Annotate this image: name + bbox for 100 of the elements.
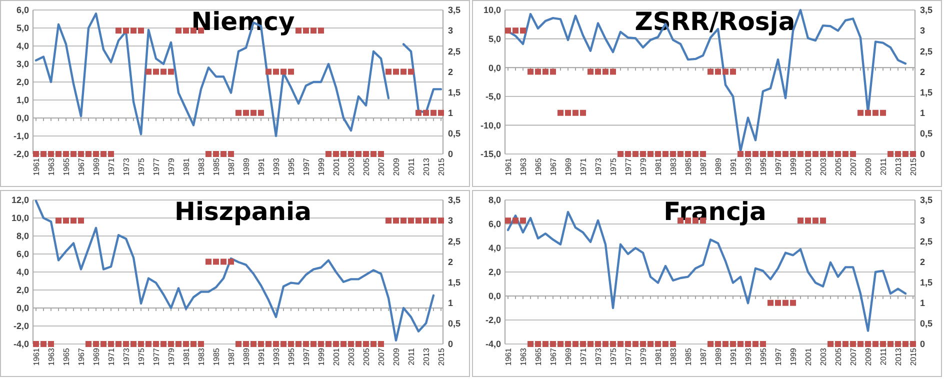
point — [198, 341, 204, 347]
y2-tick-label: 2,5 — [920, 46, 933, 56]
point — [56, 218, 62, 224]
x-tick-label: 1991 — [729, 347, 738, 366]
point — [512, 28, 518, 34]
point — [348, 151, 354, 157]
point — [280, 341, 286, 347]
point — [610, 68, 616, 75]
x-tick-label: 2003 — [819, 157, 828, 176]
line-series — [34, 200, 435, 342]
y-tick-label: 6,0 — [488, 219, 501, 230]
x-tick-label: 1989 — [242, 347, 251, 366]
point — [595, 68, 601, 75]
x-tick-label: 1963 — [519, 347, 528, 366]
y2-tick-label: 0 — [448, 339, 454, 350]
x-tick-label: 2011 — [407, 157, 416, 176]
x-tick-label: 2007 — [377, 347, 386, 366]
x-tick-label: 1973 — [122, 347, 131, 366]
point — [168, 68, 174, 75]
point — [363, 151, 369, 157]
point — [356, 341, 362, 347]
point — [752, 151, 758, 157]
point — [835, 151, 841, 157]
point — [220, 151, 226, 157]
point — [745, 341, 751, 347]
point — [78, 151, 84, 157]
point — [888, 151, 894, 157]
x-tick-label: 1985 — [684, 347, 693, 366]
y-tick-label: 4,0 — [16, 267, 29, 278]
point — [86, 341, 92, 347]
point — [416, 110, 422, 116]
point — [63, 151, 69, 157]
y2-tick-label: 2,5 — [920, 236, 933, 246]
x-tick-label: 1987 — [227, 347, 236, 366]
point — [610, 341, 616, 347]
x-tick-label: 2013 — [422, 157, 431, 176]
x-tick-label: 1993 — [744, 157, 753, 176]
point — [520, 28, 526, 34]
x-tick-label: 2015 — [437, 157, 446, 176]
x-tick-label: 1995 — [759, 157, 768, 176]
point — [550, 68, 556, 75]
y-tick-label: 2,0 — [16, 285, 29, 296]
x-tick-label: 1989 — [714, 347, 723, 366]
y2-tick-label: 1,5 — [920, 277, 933, 288]
point — [130, 28, 136, 34]
chart-title: Hiszpania — [174, 197, 312, 226]
point — [910, 341, 916, 347]
y-tick-label: 4,0 — [488, 243, 501, 254]
x-tick-label: 1971 — [107, 157, 116, 176]
point — [100, 151, 106, 157]
point — [872, 110, 878, 116]
y-tick-label: 0,0 — [16, 113, 29, 124]
point — [280, 68, 286, 75]
point — [798, 151, 804, 157]
y2-tick-label: 3 — [448, 26, 454, 36]
y-tick-label: 6,0 — [16, 249, 29, 260]
point — [865, 341, 871, 347]
point — [602, 341, 608, 347]
x-tick-label: 1967 — [77, 157, 86, 176]
x-tick-label: 1963 — [519, 157, 528, 176]
x-tick-label: 1999 — [317, 157, 326, 176]
x-tick-label: 1971 — [579, 157, 588, 176]
point — [888, 341, 894, 347]
x-tick-label: 2005 — [834, 157, 843, 176]
point — [602, 68, 608, 75]
x-tick-label: 1979 — [167, 157, 176, 176]
point — [775, 300, 781, 306]
y2-tick-label: 1 — [920, 298, 926, 308]
x-tick-label: 1967 — [549, 157, 558, 176]
point — [535, 341, 541, 347]
point — [40, 151, 46, 157]
point — [258, 110, 264, 116]
point — [828, 341, 834, 347]
x-tick-label: 2007 — [849, 157, 858, 176]
point — [258, 341, 264, 347]
point — [333, 151, 339, 157]
x-tick-label: 1981 — [654, 157, 663, 176]
x-tick-label: 1993 — [744, 347, 753, 366]
y2-tick-label: 0 — [448, 149, 454, 160]
y-tick-label: -2,0 — [13, 321, 29, 332]
x-tick-label: 1973 — [122, 157, 131, 176]
point — [33, 341, 39, 347]
point — [558, 110, 564, 116]
point — [123, 28, 129, 34]
chart-title: Francja — [664, 197, 766, 226]
x-tick-label: 1997 — [774, 157, 783, 176]
point — [266, 68, 272, 75]
point — [326, 151, 332, 157]
x-tick-label: 2013 — [422, 347, 431, 366]
x-tick-label: 1977 — [624, 347, 633, 366]
y2-tick-label: 1,5 — [448, 87, 461, 98]
x-tick-label: 1975 — [609, 157, 618, 176]
x-tick-label: 1967 — [77, 347, 86, 366]
y2-tick-label: 0,5 — [448, 128, 461, 139]
x-tick-label: 1973 — [594, 157, 603, 176]
x-tick-label: 1965 — [534, 157, 543, 176]
point — [730, 68, 736, 75]
chart-title: ZSRR/Rosja — [634, 7, 796, 36]
x-tick-label: 1985 — [212, 347, 221, 366]
y-tick-label: -2,0 — [485, 315, 501, 326]
